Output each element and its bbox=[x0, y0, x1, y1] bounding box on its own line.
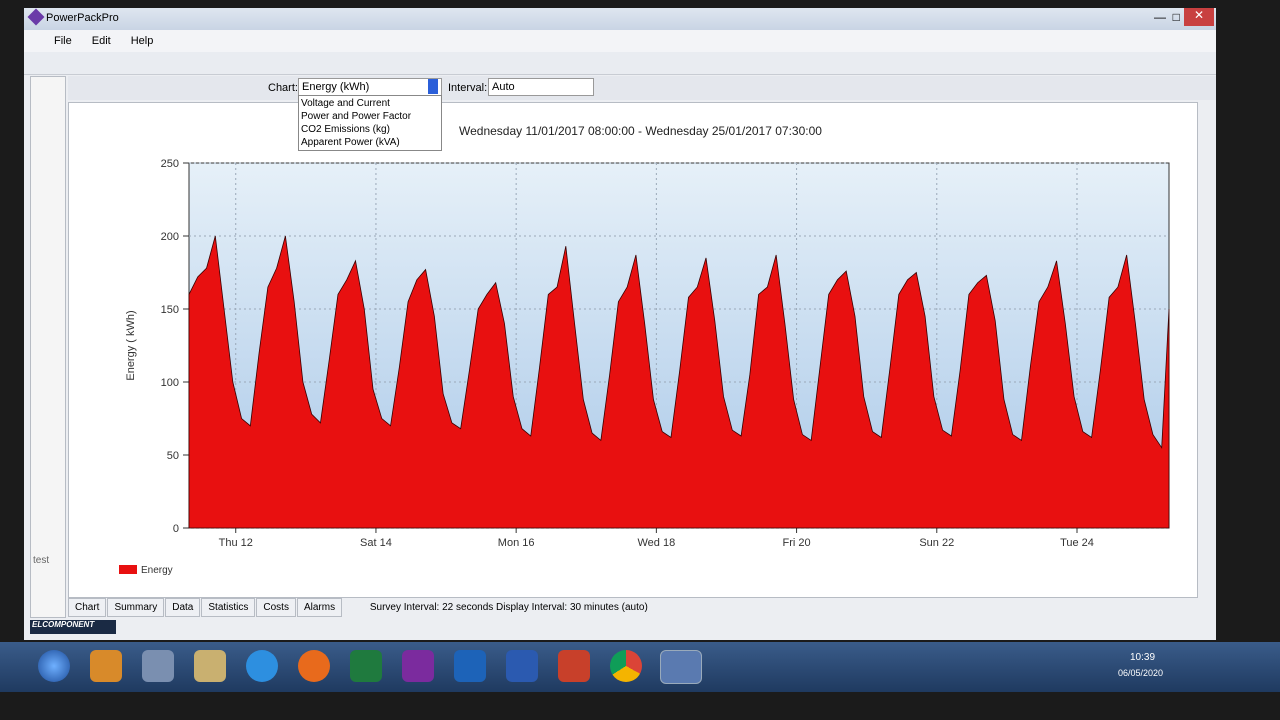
chart-toolbar: Chart: Energy (kWh) Interval: Auto bbox=[68, 76, 1216, 100]
toolbar bbox=[24, 52, 1216, 75]
chart-selected: Energy (kWh) bbox=[302, 81, 370, 93]
tab[interactable]: Summary bbox=[107, 598, 165, 617]
taskbar-icon[interactable] bbox=[350, 650, 382, 682]
area bbox=[188, 235, 1170, 529]
y-tick-label: 150 bbox=[161, 304, 179, 316]
close-button[interactable]: ✕ bbox=[1184, 8, 1214, 26]
dropdown-option[interactable]: Power and Power Factor bbox=[301, 111, 412, 122]
taskbar-icon[interactable] bbox=[558, 650, 590, 682]
tab[interactable]: Data bbox=[165, 598, 201, 617]
menu-bar: File Edit Help bbox=[24, 30, 1216, 52]
tab[interactable]: Costs bbox=[256, 598, 296, 617]
x-tick-label: Wed 18 bbox=[638, 537, 676, 549]
menu-item[interactable]: Help bbox=[130, 35, 154, 47]
interval-label: Interval: bbox=[448, 82, 488, 94]
x-tick-label: Sun 22 bbox=[919, 537, 954, 549]
x-tick-label: Fri 20 bbox=[783, 537, 811, 549]
x-tick-label: Sat 14 bbox=[360, 537, 392, 549]
side-panel: test bbox=[30, 76, 66, 618]
taskbar-icon[interactable] bbox=[142, 650, 174, 682]
app-title: PowerPackPro bbox=[46, 12, 119, 24]
y-axis-label: Energy ( kWh) bbox=[125, 310, 137, 380]
x-tick-label: Tue 24 bbox=[1060, 537, 1094, 549]
chart-dropdown: Voltage and Current Power and Power Facto… bbox=[298, 95, 442, 151]
y-tick-label: 0 bbox=[173, 523, 179, 535]
taskbar-icon[interactable] bbox=[506, 650, 538, 682]
taskbar: 10:39 06/05/2020 bbox=[0, 642, 1280, 692]
tab-bar: Chart Summary Data Statistics Costs Alarms Su… bbox=[68, 598, 1216, 618]
x-tick-label: Thu 12 bbox=[219, 537, 253, 549]
tab[interactable]: Chart bbox=[68, 598, 107, 617]
chart-panel: Wednesday 11/01/2017 08:00:00 - Wednesda… bbox=[68, 102, 1198, 598]
legend-swatch bbox=[119, 565, 137, 574]
side-text: test bbox=[33, 555, 50, 566]
y-tick-label: 100 bbox=[161, 377, 179, 389]
chart-title: Wednesday 11/01/2017 08:00:00 - Wednesda… bbox=[459, 124, 822, 138]
logo: ELCOMPONENT bbox=[30, 620, 116, 634]
clock-time: 10:39 bbox=[1130, 652, 1156, 663]
clock-date: 06/05/2020 bbox=[1118, 668, 1164, 678]
taskbar-icon-active[interactable] bbox=[660, 650, 702, 684]
dropdown-option[interactable]: CO2 Emissions (kg) bbox=[301, 124, 390, 135]
app-window: PowerPackPro — □ ✕ File Edit Help test Cha… bbox=[24, 8, 1216, 640]
taskbar-icon[interactable] bbox=[610, 650, 642, 682]
taskbar-icon[interactable] bbox=[246, 650, 278, 682]
y-tick-label: 200 bbox=[161, 231, 179, 243]
legend-label: Energy bbox=[141, 565, 173, 576]
dropdown-option[interactable]: Apparent Power (kVA) bbox=[301, 137, 400, 148]
taskbar-icon[interactable] bbox=[402, 650, 434, 682]
taskbar-icon[interactable] bbox=[298, 650, 330, 682]
chart-label: Chart: bbox=[268, 82, 298, 94]
tab[interactable]: Alarms bbox=[296, 598, 343, 617]
menu-item[interactable]: Edit bbox=[91, 35, 111, 47]
window-controls[interactable]: — □ bbox=[1154, 10, 1180, 24]
menu-items: File Edit Help bbox=[54, 35, 173, 47]
select-arrow[interactable] bbox=[428, 79, 438, 94]
interval-value: Auto bbox=[492, 81, 515, 93]
start-button[interactable] bbox=[38, 650, 70, 682]
chart: Wednesday 11/01/2017 08:00:00 - Wednesda… bbox=[119, 124, 1170, 576]
interval-select[interactable] bbox=[488, 78, 594, 96]
app-icon bbox=[27, 8, 45, 26]
dropdown-option[interactable]: Voltage and Current bbox=[301, 98, 390, 109]
status-text: Survey Interval: 22 seconds Display Inte… bbox=[369, 602, 648, 613]
tab[interactable]: Statistics bbox=[201, 598, 256, 617]
title-bar: PowerPackPro — □ ✕ bbox=[24, 8, 1216, 30]
taskbar-icon[interactable] bbox=[194, 650, 226, 682]
taskbar-icon[interactable] bbox=[454, 650, 486, 682]
menu-item[interactable]: File bbox=[54, 35, 72, 47]
y-tick-label: 250 bbox=[161, 158, 179, 170]
x-tick-label: Mon 16 bbox=[498, 537, 535, 549]
taskbar-icon[interactable] bbox=[90, 650, 122, 682]
y-tick-label: 50 bbox=[167, 450, 179, 462]
